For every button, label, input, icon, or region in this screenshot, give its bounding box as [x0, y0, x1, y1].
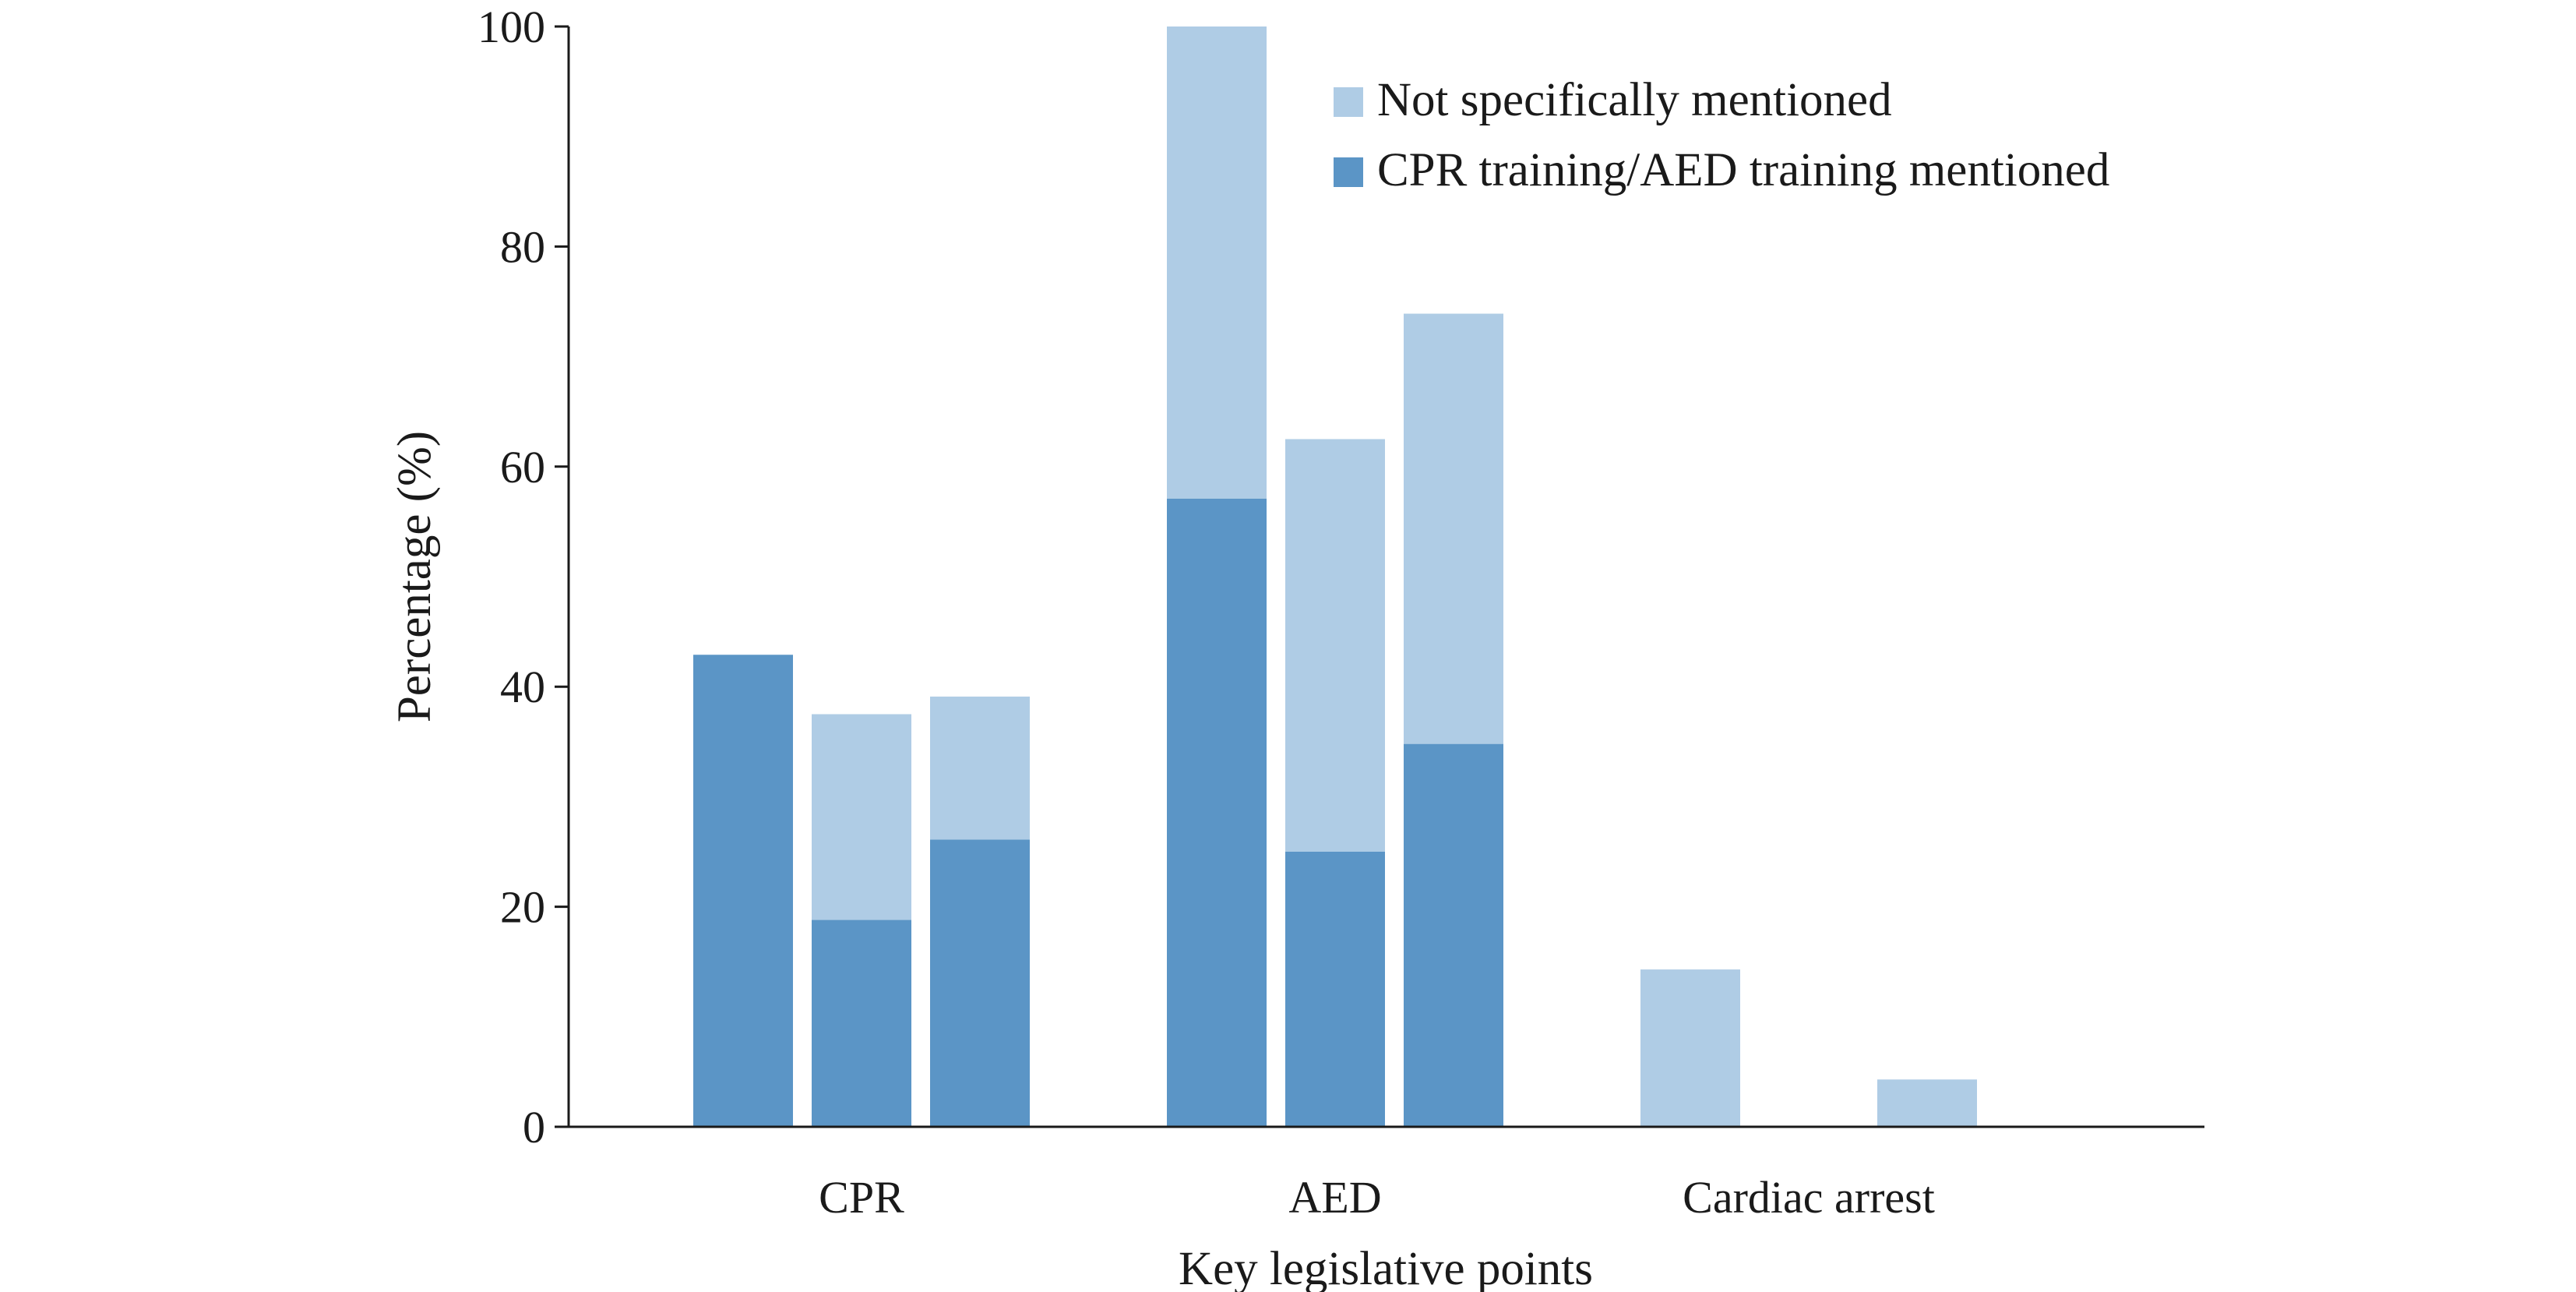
legend-label-not_mentioned: Not specifically mentioned: [1377, 74, 1892, 126]
bar-not-mentioned-1-0: [1167, 26, 1267, 499]
x-tick-label-1: AED: [1288, 1172, 1381, 1223]
bar-mentioned-0-0: [693, 655, 793, 1127]
x-tick-label-0: CPR: [819, 1172, 904, 1223]
legend-swatch-mentioned: [1334, 157, 1363, 187]
bar-mentioned-0-2: [930, 839, 1030, 1127]
bar-mentioned-1-2: [1404, 743, 1503, 1127]
legend-label-mentioned: CPR training/AED training mentioned: [1377, 144, 2109, 196]
y-axis-title: Percentage (%): [389, 431, 441, 722]
bar-not-mentioned-1-2: [1404, 313, 1503, 744]
y-tick-label-80: 80: [500, 221, 545, 272]
bar-not-mentioned-2-0: [1640, 969, 1740, 1127]
bar-mentioned-1-1: [1285, 852, 1385, 1127]
x-tick-labels: CPR AED Cardiac arrest: [819, 1172, 1935, 1223]
y-tick-label-100: 100: [477, 2, 545, 52]
bar-mentioned-1-0: [1167, 498, 1267, 1127]
bars-layer: [693, 26, 1977, 1127]
legend: Not specifically mentioned CPR training/A…: [1334, 74, 2109, 196]
y-tick-label-40: 40: [500, 662, 545, 712]
axes-layer: [567, 26, 2204, 1128]
y-ticks: 0 20 40 60 80 100: [477, 2, 569, 1153]
y-tick-label-0: 0: [523, 1102, 545, 1153]
bar-mentioned-0-1: [812, 920, 911, 1127]
y-tick-label-20: 20: [500, 882, 545, 933]
x-axis-title: Key legislative points: [1179, 1243, 1593, 1292]
bar-not-mentioned-0-2: [930, 696, 1030, 840]
x-tick-label-2: Cardiac arrest: [1683, 1172, 1935, 1223]
y-tick-label-60: 60: [500, 442, 545, 492]
bar-not-mentioned-2-2: [1877, 1079, 1977, 1127]
legend-swatch-not_mentioned: [1334, 87, 1363, 117]
bar-not-mentioned-0-1: [812, 714, 911, 920]
bar-not-mentioned-1-1: [1285, 439, 1385, 852]
